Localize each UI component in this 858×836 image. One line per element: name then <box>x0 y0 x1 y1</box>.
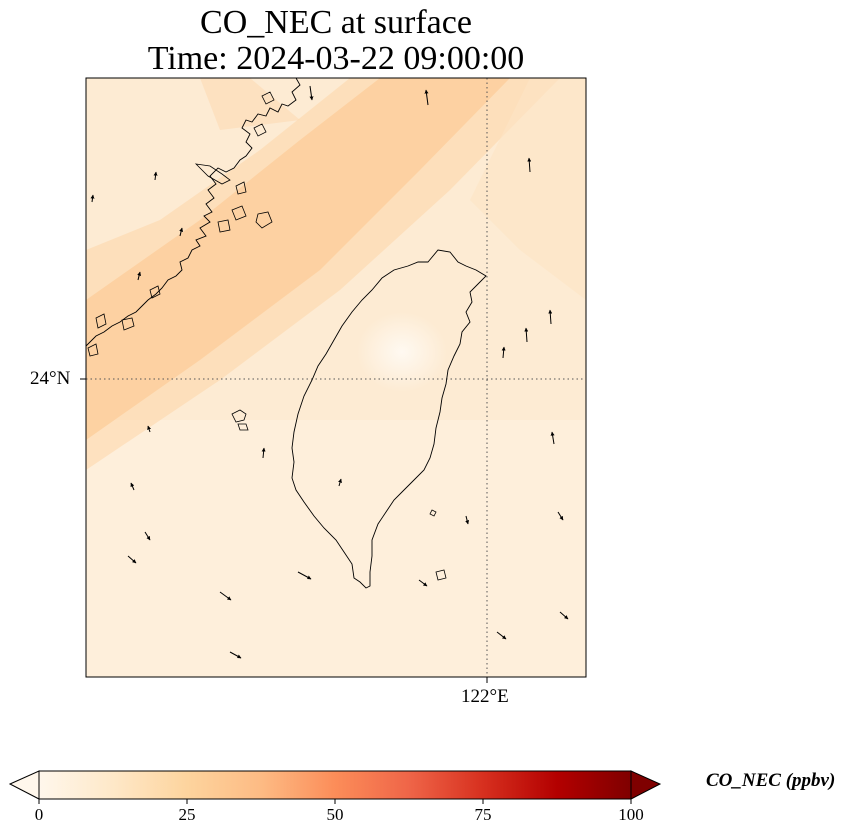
map-time-subtitle: Time: 2024-03-22 09:00:00 <box>147 40 525 77</box>
map-frame <box>85 77 587 678</box>
latitude-tick-label: 24°N <box>30 368 71 389</box>
low-concentration-spot <box>357 312 447 392</box>
taiwan-coastline <box>291 249 487 589</box>
colorbar-label: CO_NEC (ppbv) <box>706 770 836 791</box>
wind-vectors <box>90 85 569 659</box>
penghu-islands <box>231 409 249 431</box>
colorbar <box>8 770 662 804</box>
mainland-coastline <box>86 78 301 347</box>
colorbar-gradient <box>39 771 631 799</box>
colorbar-tick-label: 75 <box>474 805 492 824</box>
colorbar-extend-low <box>8 770 40 800</box>
colorbar-tick-label: 25 <box>178 805 196 824</box>
colorbar-extend-high <box>630 770 662 800</box>
colorbar-tick-label: 100 <box>618 805 644 824</box>
map-figure <box>80 77 587 683</box>
colorbar-tick-label: 50 <box>326 805 344 824</box>
colorbar-tick-marks <box>38 799 632 804</box>
colorbar-tick-label: 0 <box>34 805 44 824</box>
map-area <box>86 78 586 677</box>
map-title: CO_NEC at surface <box>200 4 472 41</box>
longitude-tick-label: 122°E <box>461 686 509 707</box>
